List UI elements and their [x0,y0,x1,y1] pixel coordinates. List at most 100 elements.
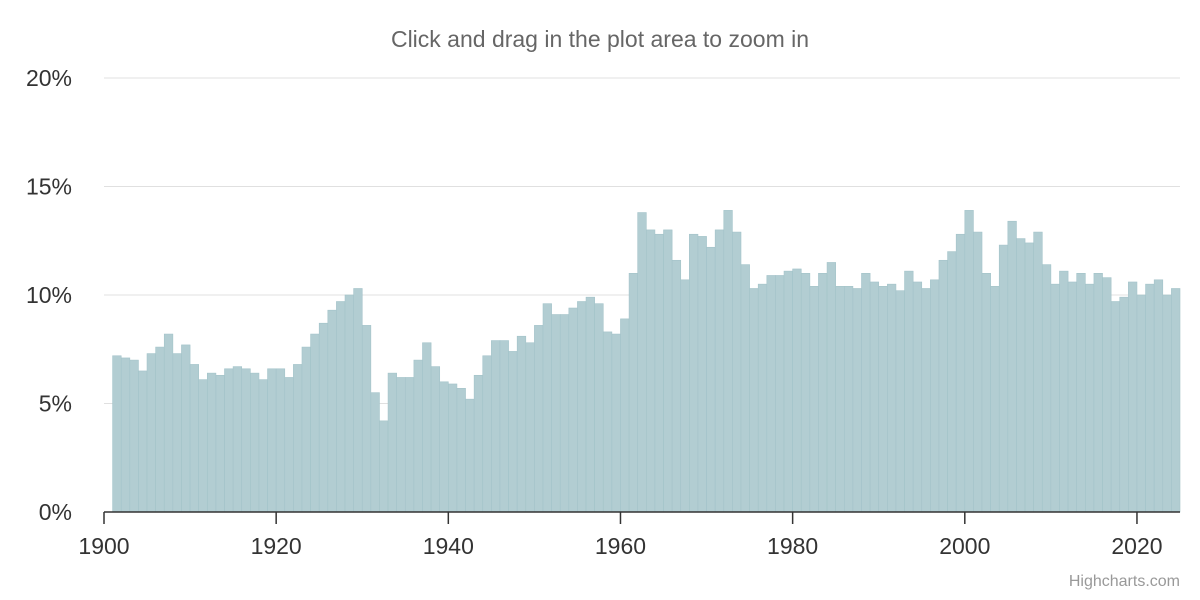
bar[interactable] [628,272,638,513]
bar[interactable] [740,264,750,513]
bar[interactable] [912,281,923,513]
bar[interactable] [1016,238,1026,513]
bar[interactable] [775,275,785,513]
bar[interactable] [732,231,742,513]
bar[interactable] [318,322,329,513]
bar[interactable] [904,270,914,513]
bar[interactable] [542,303,552,513]
bar[interactable] [585,296,595,513]
bar[interactable] [697,236,707,513]
bar[interactable] [843,286,854,513]
bar[interactable] [379,420,389,513]
bar[interactable] [413,359,423,513]
bar[interactable] [1119,296,1129,513]
bar[interactable] [120,357,131,513]
bar[interactable] [568,307,578,513]
bar[interactable] [921,288,931,513]
bar[interactable] [1153,279,1164,513]
bar[interactable] [301,346,311,513]
bar[interactable] [387,372,397,513]
bar[interactable] [448,383,458,513]
bar[interactable] [998,244,1009,513]
bar[interactable] [482,355,492,513]
bar[interactable] [981,272,991,513]
bar[interactable] [680,279,690,513]
bar[interactable] [955,233,966,513]
bar[interactable] [852,288,862,513]
bar[interactable] [258,379,268,513]
bar[interactable] [491,340,501,513]
bar[interactable] [146,353,156,513]
bar[interactable] [267,368,277,513]
bar[interactable] [465,398,475,513]
bar[interactable] [809,286,819,513]
bar[interactable] [577,301,587,513]
bar[interactable] [439,381,449,513]
bar[interactable] [516,335,527,513]
bar[interactable] [361,325,372,513]
bar[interactable] [1067,281,1078,513]
credits-link[interactable]: Highcharts.com [1068,573,1180,590]
bar[interactable] [1050,283,1060,513]
bar[interactable] [637,212,647,513]
bar[interactable] [422,342,432,513]
bar[interactable] [344,294,354,513]
bar[interactable] [559,314,570,513]
bar[interactable] [1085,283,1095,513]
bar[interactable] [973,231,983,513]
bar[interactable] [757,283,768,513]
bar[interactable] [284,377,294,513]
bar[interactable] [250,372,260,513]
bar[interactable] [1076,272,1086,513]
bar[interactable] [714,229,725,513]
bar[interactable] [181,344,191,513]
bar[interactable] [938,259,948,513]
bar[interactable] [353,288,363,513]
bar[interactable] [224,368,234,513]
bar[interactable] [215,374,225,513]
bar[interactable] [310,333,320,513]
bar[interactable] [818,272,828,513]
bar[interactable] [861,272,871,513]
bar[interactable] [163,333,174,513]
bar[interactable] [766,275,776,513]
bar[interactable] [473,374,484,513]
bar[interactable] [275,368,286,513]
bar[interactable] [1093,272,1103,513]
bar[interactable] [1041,264,1052,513]
bar[interactable] [663,229,673,513]
bar[interactable] [895,290,905,513]
bar[interactable] [189,364,199,513]
bar[interactable] [396,377,406,513]
bar[interactable] [602,331,613,513]
bar[interactable] [723,210,733,513]
bar[interactable] [792,268,802,513]
bar[interactable] [551,314,561,513]
bar[interactable] [1110,301,1121,513]
bar[interactable] [620,318,630,513]
bar[interactable] [112,355,122,513]
bar[interactable] [232,366,243,513]
bar[interactable] [646,229,656,513]
bar[interactable] [869,281,880,513]
bar[interactable] [671,259,682,513]
bar[interactable] [689,233,699,513]
bar[interactable] [508,351,518,513]
bar[interactable] [783,270,793,513]
bar[interactable] [749,288,759,513]
bar[interactable] [611,333,621,513]
bar[interactable] [1145,283,1155,513]
bar[interactable] [1162,294,1172,513]
bar[interactable] [241,368,251,513]
bar[interactable] [706,246,716,513]
bar[interactable] [835,286,845,513]
bar[interactable] [138,370,148,513]
bar[interactable] [654,233,664,513]
bar[interactable] [800,272,811,513]
bar[interactable] [1024,242,1034,513]
bar[interactable] [887,283,897,513]
bar[interactable] [525,342,535,513]
bar[interactable] [206,372,217,513]
